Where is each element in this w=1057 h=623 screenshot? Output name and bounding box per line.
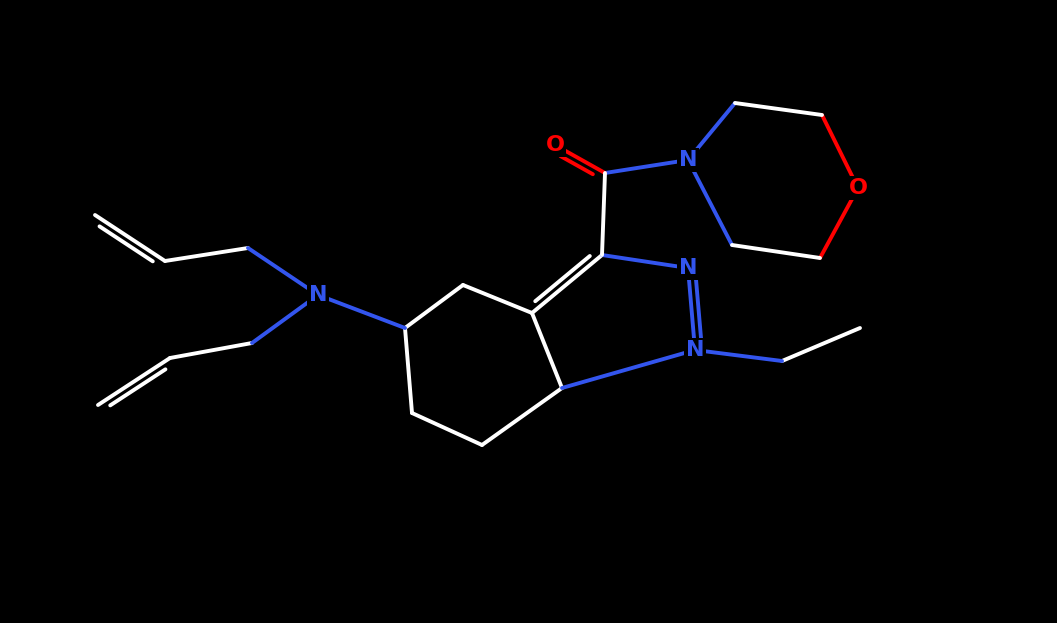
Text: O: O: [545, 135, 564, 155]
Text: N: N: [686, 340, 704, 360]
Text: N: N: [679, 258, 698, 278]
Text: N: N: [679, 150, 698, 170]
Text: O: O: [849, 178, 868, 198]
Text: N: N: [309, 285, 328, 305]
